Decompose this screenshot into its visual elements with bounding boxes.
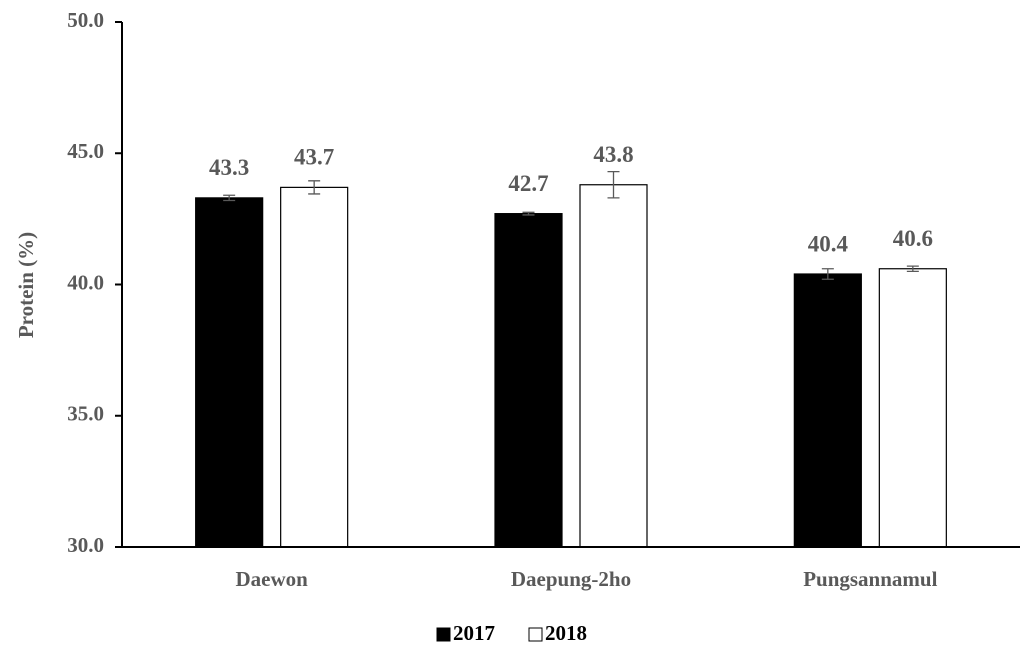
bar: [494, 213, 563, 548]
value-label: 40.6: [893, 226, 933, 251]
x-tick-label: Daepung-2ho: [511, 567, 631, 591]
bar: [878, 268, 947, 548]
bar: [195, 197, 264, 548]
error-bar: [821, 268, 834, 280]
error-bar: [607, 170, 620, 199]
error-bar: [906, 265, 919, 273]
y-tick-label: 50.0: [67, 8, 104, 32]
y-axis-title: Protein (%): [14, 232, 38, 338]
legend-label: 2018: [545, 621, 587, 645]
error-bar: [522, 211, 535, 216]
legend-swatch: [528, 627, 543, 642]
value-label: 43.8: [593, 142, 633, 167]
y-tick-label: 45.0: [67, 139, 104, 163]
legend-swatch: [436, 627, 451, 642]
value-label: 43.3: [209, 155, 249, 180]
x-tick-label: Pungsannamul: [803, 567, 937, 591]
x-tick-label: Daewon: [235, 567, 308, 591]
y-tick-label: 35.0: [67, 402, 104, 426]
y-tick-label: 40.0: [67, 270, 104, 294]
y-tick-label: 30.0: [67, 533, 104, 557]
error-bar: [308, 180, 321, 195]
bar: [280, 186, 349, 548]
value-label: 40.4: [808, 231, 849, 256]
bar: [793, 273, 862, 548]
bar: [579, 184, 648, 548]
legend-label: 2017: [453, 621, 495, 645]
error-bar: [223, 194, 236, 202]
value-label: 43.7: [294, 145, 334, 170]
value-label: 42.7: [508, 171, 548, 196]
